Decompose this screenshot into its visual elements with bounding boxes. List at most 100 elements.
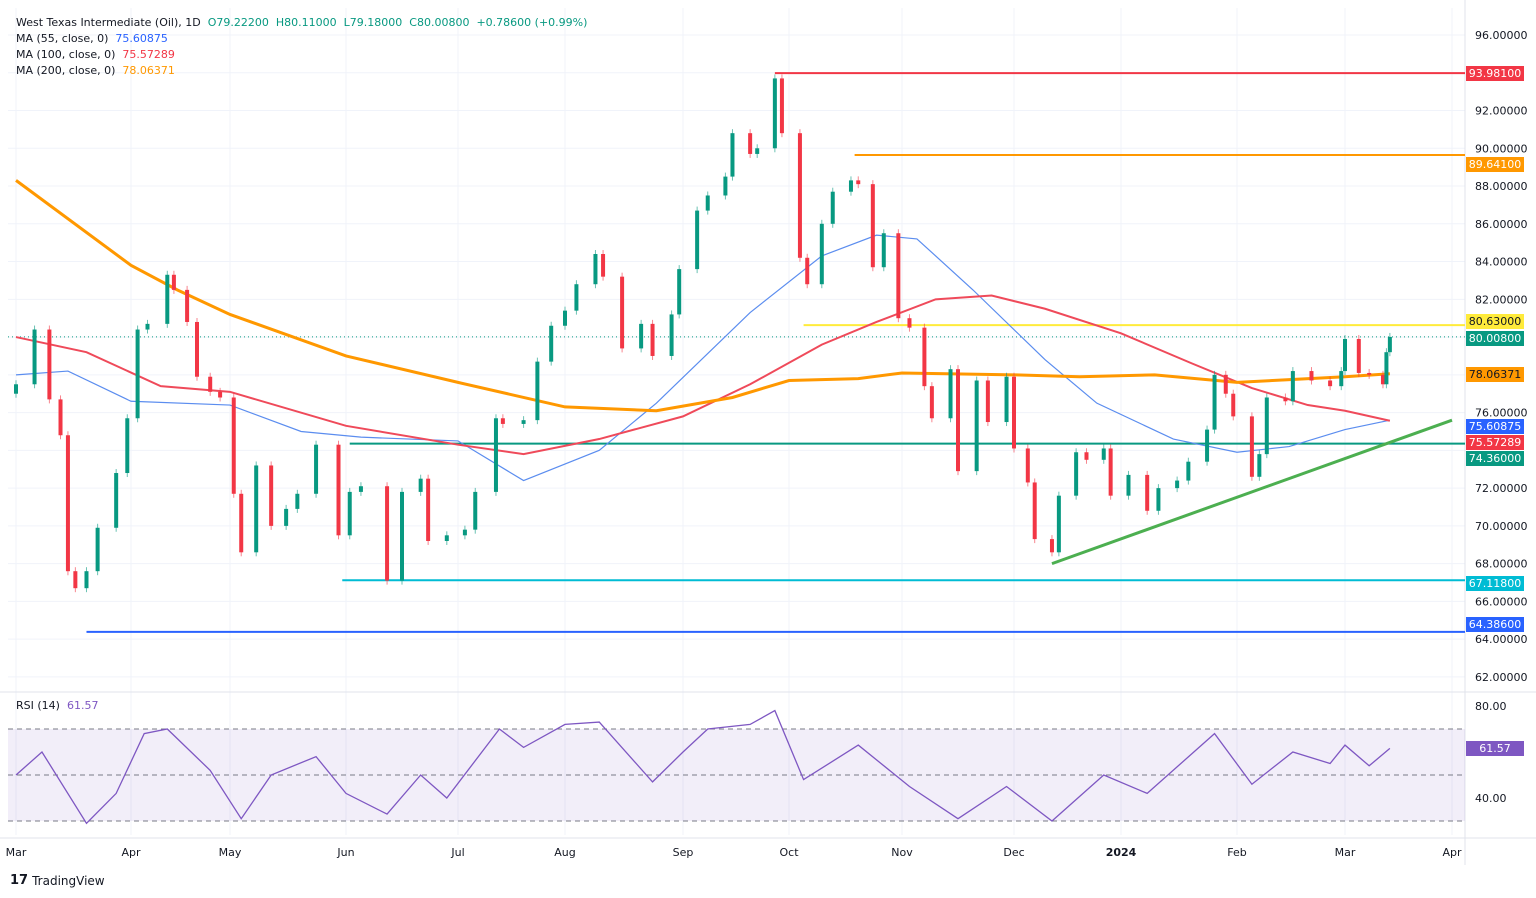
rsi-tick-label: 80.00: [1475, 700, 1507, 713]
time-tick-label: Oct: [779, 846, 799, 859]
candle-body: [1328, 380, 1333, 387]
indicator-ma100[interactable]: MA (100, close, 0) 75.57289: [16, 47, 587, 63]
candle-body: [1101, 448, 1106, 460]
candle-body: [870, 184, 875, 268]
time-tick-label: Dec: [1003, 846, 1024, 859]
candle-body: [1290, 371, 1295, 402]
price-tick-label: 72.00000: [1475, 482, 1528, 495]
candle-body: [231, 397, 236, 494]
candle-body: [1074, 452, 1079, 496]
candle-body: [84, 571, 89, 589]
candle-body: [797, 133, 802, 258]
ohlc-change: +0.78600 (+0.99%): [476, 16, 588, 29]
candle-body: [32, 329, 37, 385]
time-tick-label: Jul: [450, 846, 464, 859]
time-tick-label: Jun: [336, 846, 354, 859]
candle-body: [1339, 371, 1344, 387]
candle-body: [574, 284, 579, 311]
price-badge: 75.60875: [1466, 418, 1524, 434]
candle-body: [896, 233, 901, 319]
candle-body: [336, 444, 341, 536]
price-tick-label: 62.00000: [1475, 671, 1528, 684]
candle-body: [254, 465, 259, 553]
candle-body: [426, 478, 431, 541]
candle-body: [779, 78, 784, 134]
candle-body: [58, 399, 63, 436]
candle-body: [1367, 372, 1372, 375]
candle-body: [185, 289, 190, 322]
price-tick-label: 64.00000: [1475, 633, 1528, 646]
candle-body: [723, 176, 728, 196]
candle-body: [907, 318, 912, 328]
candle-body: [1231, 393, 1236, 417]
indicator-ma55[interactable]: MA (55, close, 0) 75.60875: [16, 31, 587, 47]
candle-body: [1223, 374, 1228, 394]
price-tick-label: 76.00000: [1475, 407, 1528, 420]
candle-body: [1025, 448, 1030, 483]
ascending-trendline: [1051, 418, 1453, 566]
candle-body: [563, 310, 567, 326]
candle-body: [218, 391, 223, 398]
price-tick-label: 86.00000: [1475, 218, 1528, 231]
candle-body: [284, 508, 289, 526]
indicator-ma200[interactable]: MA (200, close, 0) 78.06371: [16, 63, 587, 79]
candle-body: [418, 478, 423, 492]
candle-body: [1175, 480, 1180, 489]
price-badge: 78.06371: [1466, 366, 1524, 382]
candle-body: [1283, 397, 1288, 402]
candle-body: [145, 323, 150, 330]
candle-body: [748, 133, 753, 154]
candle-body: [65, 435, 70, 572]
rsi-value: 61.57: [66, 699, 99, 712]
candle-body: [650, 323, 655, 356]
time-tick-label: Mar: [6, 846, 27, 859]
tradingview-wordmark: TradingView: [32, 873, 105, 888]
price-tick-label: 92.00000: [1475, 105, 1528, 118]
candle-body: [695, 210, 700, 270]
candle-body: [805, 257, 810, 285]
candle-body: [239, 493, 244, 553]
candle-body: [521, 420, 526, 424]
indicator-label: MA (100, close, 0): [16, 48, 116, 61]
indicator-value: 78.06371: [122, 64, 175, 77]
candle-body: [358, 486, 363, 492]
candle-body: [1004, 376, 1009, 423]
level-price-badge: 74.36000: [1466, 450, 1524, 466]
candle-body: [1257, 454, 1262, 477]
time-tick-label: Feb: [1227, 846, 1246, 859]
indicator-value: 75.60875: [115, 32, 168, 45]
time-tick-label: Apr: [121, 846, 141, 859]
candle-body: [1309, 371, 1314, 381]
rsi-tick-label: 40.00: [1475, 792, 1507, 805]
tradingview-logo[interactable]: 𝟭𝟳 TradingView: [10, 873, 105, 888]
ohlc-high: H80.11000: [275, 16, 337, 29]
rsi-label: RSI (14): [16, 699, 60, 712]
candle-body: [956, 369, 960, 472]
rsi-legend[interactable]: RSI (14) 61.57: [16, 699, 98, 712]
candle-body: [1012, 376, 1016, 449]
candle-body: [1387, 336, 1392, 353]
level-price-badge: 89.64100: [1466, 156, 1524, 172]
candle-body: [881, 233, 886, 268]
moving-average-line: [15, 179, 1390, 413]
ohlc-open: O79.22200: [207, 16, 269, 29]
candle-body: [1264, 397, 1269, 455]
level-price-badge: 80.63000: [1466, 313, 1524, 329]
candle-body: [135, 329, 140, 419]
time-tick-label: May: [219, 846, 242, 859]
candle-body: [601, 254, 606, 277]
candle-body: [755, 148, 760, 154]
time-tick-label: Mar: [1335, 846, 1356, 859]
candle-body: [125, 418, 130, 474]
indicator-label: MA (200, close, 0): [16, 64, 116, 77]
candle-body: [165, 274, 170, 324]
candle-body: [269, 465, 274, 526]
price-tick-label: 88.00000: [1475, 180, 1528, 193]
candle-body: [493, 418, 498, 492]
candle-body: [1049, 539, 1054, 553]
candle-body: [208, 376, 213, 392]
candle-body: [549, 325, 554, 362]
candle-body: [1145, 474, 1150, 511]
